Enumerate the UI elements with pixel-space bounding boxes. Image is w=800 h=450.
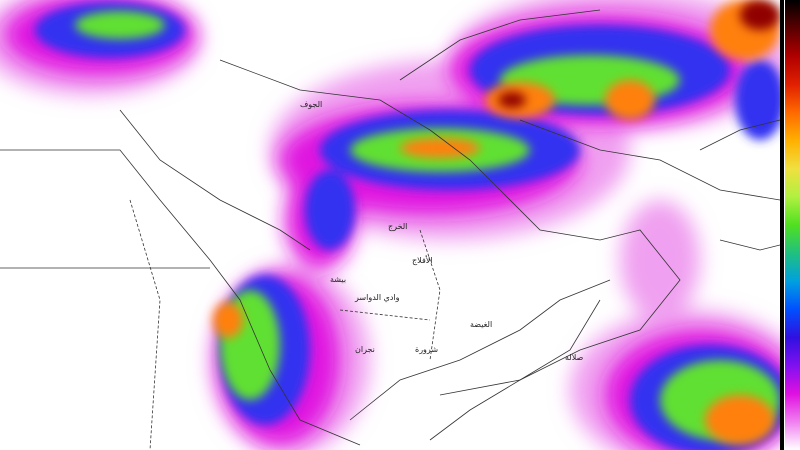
precip-red-layer <box>498 0 780 108</box>
map-label: الغيضة <box>470 320 493 329</box>
borders <box>0 9 780 450</box>
map-label: الجوف <box>300 100 323 109</box>
map-label: شرورة <box>415 345 439 354</box>
precipitation-colorbar <box>785 0 800 450</box>
precipitation-map <box>0 0 780 450</box>
map-label: وادي الدواسر <box>355 293 400 302</box>
map-label: نجران <box>355 345 375 354</box>
map-label: صلالة <box>565 353 584 362</box>
map-label: الأفلاج <box>412 256 433 265</box>
map-label: الخرج <box>388 222 408 231</box>
map-label: بيشة <box>330 275 347 284</box>
colorbar-divider <box>780 0 784 450</box>
